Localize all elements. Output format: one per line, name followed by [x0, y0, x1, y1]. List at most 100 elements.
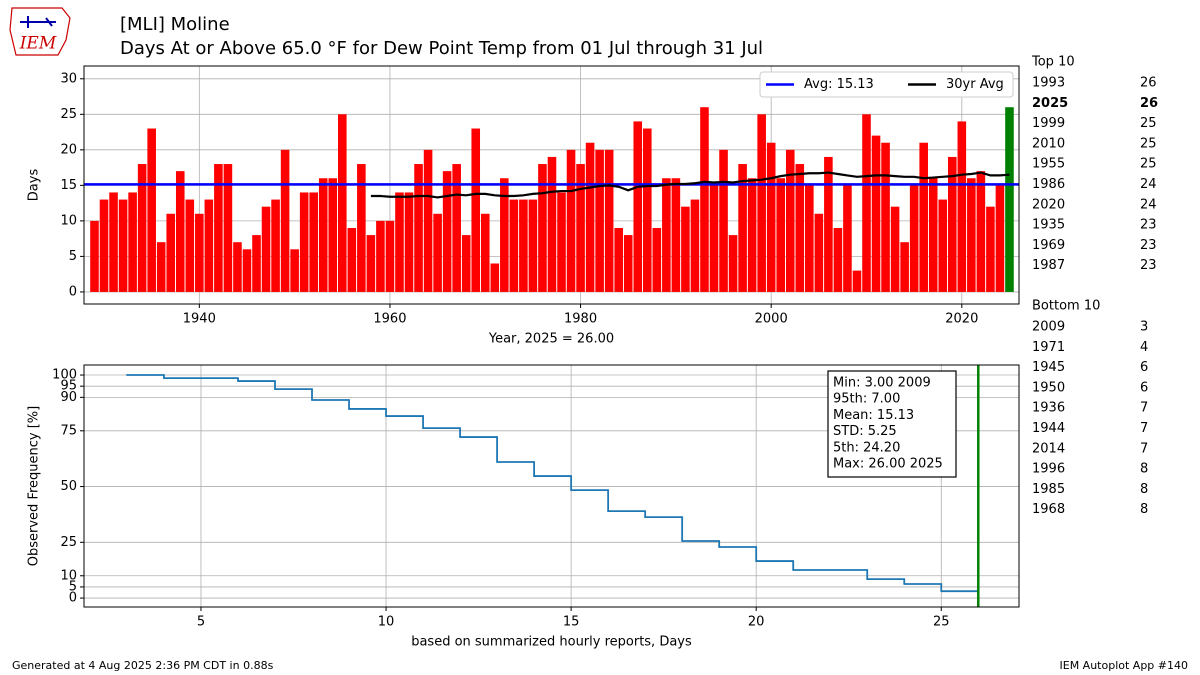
bar: [585, 142, 595, 292]
bar: [423, 149, 433, 292]
bar: [442, 171, 452, 292]
bar: [309, 192, 318, 292]
chart-title: [MLI] Moline: [120, 14, 230, 35]
list-year: 1944: [1032, 421, 1065, 436]
bar: [461, 235, 471, 292]
ranking-list: Bottom 10 2009 3 1971 4 1945 6 1950 6 1936 7 1944 7 2…: [1032, 299, 1148, 518]
x-tick-label: 10: [378, 615, 395, 630]
bar: [719, 149, 728, 292]
bar: [128, 192, 137, 292]
list-value: 25: [1140, 116, 1157, 131]
y-tick-label: 90: [60, 390, 77, 405]
y-tick-label: 10: [60, 213, 77, 228]
list-value: 23: [1140, 258, 1157, 273]
y-tick-label: 5: [69, 579, 77, 594]
list-year: 1987: [1032, 258, 1065, 273]
bar: [576, 164, 585, 292]
bar: [147, 128, 156, 292]
y-tick-label: 10: [60, 568, 77, 583]
list-year: 1945: [1032, 360, 1065, 375]
stats-line: Max: 26.00 2025: [833, 457, 943, 472]
bar: [242, 249, 252, 292]
bar: [833, 227, 843, 292]
bar: [137, 164, 147, 292]
y-tick-label: 5: [69, 249, 77, 264]
list-value: 8: [1140, 502, 1148, 517]
list-value: 7: [1140, 421, 1148, 436]
list-value: 8: [1140, 462, 1148, 477]
bar: [662, 178, 671, 292]
bar: [995, 185, 1005, 292]
list-value: 25: [1140, 136, 1157, 151]
bar: [604, 149, 614, 292]
bar: [290, 249, 299, 292]
bar: [175, 171, 185, 292]
bar: [957, 121, 967, 292]
logo: IEM: [9, 7, 71, 56]
bar: [357, 164, 366, 292]
list-value: 23: [1140, 218, 1157, 233]
bar: [785, 149, 795, 292]
bar: [166, 213, 176, 292]
bar: [938, 199, 948, 292]
y-tick-label: 0: [69, 591, 77, 606]
stats-box-frame: [827, 370, 957, 478]
bar: [204, 199, 214, 292]
x-tick-label: 1960: [373, 312, 406, 327]
bar: [1005, 107, 1014, 292]
bar: [90, 220, 99, 292]
bar: [490, 263, 500, 292]
logo-outline: [9, 7, 71, 56]
bar: [795, 164, 805, 292]
x-tick-label: 1940: [183, 312, 216, 327]
y-axis-label: Observed Frequency [%]: [27, 406, 42, 566]
list-value: 25: [1140, 157, 1157, 172]
bar: [757, 114, 766, 292]
bar: [376, 220, 385, 292]
x-tick-label: 5: [197, 615, 205, 630]
legend-label: 30yr Avg: [946, 77, 1004, 92]
bar: [623, 235, 633, 292]
list-value: 26: [1140, 96, 1158, 111]
bar: [185, 199, 195, 292]
y-tick-label: 30: [60, 71, 77, 86]
list-value: 4: [1140, 340, 1148, 355]
chart-subtitle: Days At or Above 65.0 °F for Dew Point T…: [120, 38, 763, 59]
list-title: Bottom 10: [1032, 299, 1100, 314]
y-axis-label: Days: [27, 169, 42, 202]
bar: [681, 206, 690, 292]
list-year: 1968: [1032, 502, 1065, 517]
bar: [976, 171, 986, 292]
bar: [261, 206, 271, 292]
list-year: 1955: [1032, 157, 1065, 172]
bar: [852, 270, 862, 292]
bar: [109, 192, 118, 292]
bar: [967, 178, 976, 292]
axes-frame: [83, 65, 1020, 305]
y-tick-label: 50: [60, 479, 77, 494]
bar: [566, 149, 576, 292]
bar: [557, 192, 566, 292]
logo-text: IEM: [19, 34, 57, 54]
list-value: 8: [1140, 482, 1148, 497]
bar: [814, 213, 824, 292]
bar: [776, 178, 786, 292]
bar: [928, 178, 938, 292]
bar: [328, 178, 338, 292]
bar: [414, 164, 423, 292]
y-tick-label: 25: [60, 107, 77, 122]
bar: [195, 213, 204, 292]
bar: [671, 178, 681, 292]
list-value: 23: [1140, 238, 1157, 253]
bar: [366, 235, 376, 292]
bar: [528, 199, 538, 292]
list-value: 6: [1140, 380, 1148, 395]
footer-right: IEM Autoplot App #140: [1060, 659, 1189, 672]
y-tick-label: 0: [69, 284, 77, 299]
list-year: 2014: [1032, 441, 1065, 456]
bar: [633, 121, 643, 292]
bar: [595, 149, 604, 292]
x-tick-label: 1980: [564, 312, 597, 327]
list-title: Top 10: [1031, 55, 1075, 70]
